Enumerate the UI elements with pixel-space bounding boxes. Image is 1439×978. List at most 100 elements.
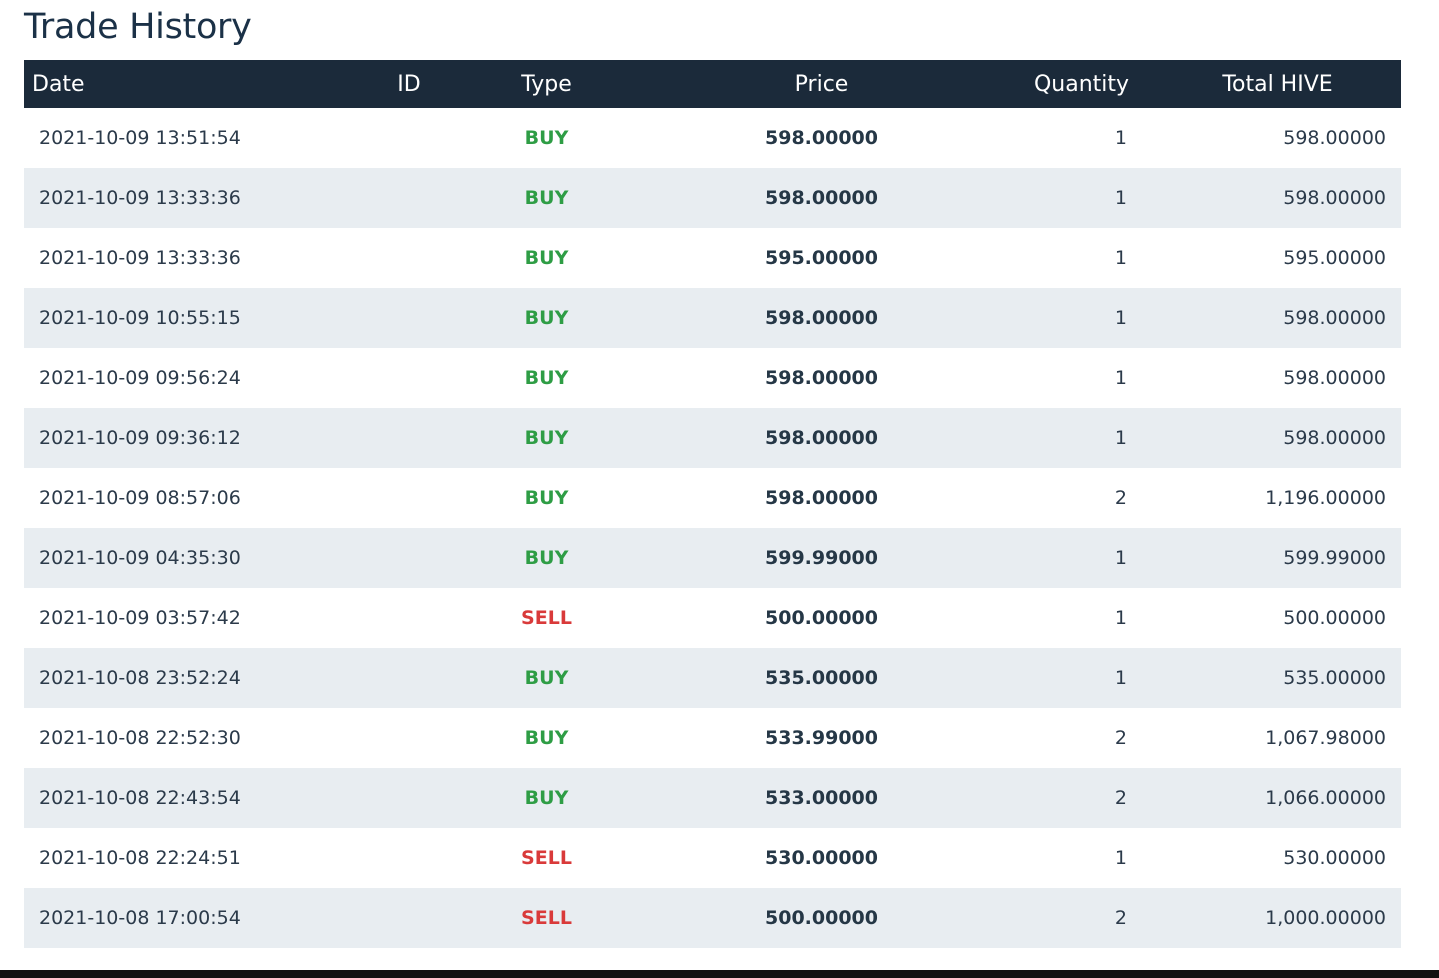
table-row: 2021-10-09 13:33:36 BUY 598.00000 1 598.0000… [24,168,1401,228]
cell-quantity: 1 [1114,367,1127,389]
cell-date: 2021-10-09 04:35:30 [39,547,241,569]
cell-date: 2021-10-09 10:55:15 [39,307,241,329]
cell-total-hive: 535.00000 [1283,667,1386,689]
column-header-id[interactable]: ID [397,71,421,97]
cell-type: BUY [524,727,569,749]
cell-id [359,168,459,228]
cell-quantity: 1 [1114,127,1127,149]
cell-date: 2021-10-08 22:52:30 [39,727,241,749]
cell-date: 2021-10-09 13:51:54 [39,127,241,149]
cell-id [359,228,459,288]
cell-quantity: 2 [1114,907,1127,929]
cell-quantity: 2 [1114,487,1127,509]
page-title: Trade History [24,7,252,47]
cell-price: 533.99000 [765,727,878,749]
table-header-row: Date ID Type Price Quantity Total HIVE [24,60,1401,108]
table-row: 2021-10-09 03:57:42 SELL 500.00000 1 500.000… [24,588,1401,648]
cell-total-hive: 1,000.00000 [1265,907,1386,929]
cell-id [359,288,459,348]
column-header-date[interactable]: Date [32,71,85,97]
trade-history-table-container: Date ID Type Price Quantity Total HIVE 2… [24,60,1401,948]
cell-type: BUY [524,427,569,449]
cell-quantity: 1 [1114,187,1127,209]
cell-type: SELL [521,607,572,629]
trade-history-table: Date ID Type Price Quantity Total HIVE 2… [24,60,1401,948]
cell-date: 2021-10-09 09:36:12 [39,427,241,449]
table-row: 2021-10-08 22:43:54 BUY 533.00000 2 1,066.00… [24,768,1401,828]
cell-id [359,588,459,648]
cell-quantity: 1 [1114,667,1127,689]
cell-total-hive: 598.00000 [1283,307,1386,329]
table-row: 2021-10-09 13:33:36 BUY 595.00000 1 595.0000… [24,228,1401,288]
cell-id [359,648,459,708]
cell-quantity: 1 [1114,607,1127,629]
table-body: 2021-10-09 13:51:54 BUY 598.00000 1 598.0000… [24,108,1401,948]
cell-price: 500.00000 [765,907,878,929]
column-header-type[interactable]: Type [521,71,572,97]
cell-type: BUY [524,367,569,389]
cell-id [359,468,459,528]
cell-id [359,708,459,768]
cell-price: 535.00000 [765,667,878,689]
column-header-total-hive[interactable]: Total HIVE [1222,71,1333,97]
cell-id [359,528,459,588]
cell-quantity: 1 [1114,847,1127,869]
cell-type: BUY [524,667,569,689]
cell-type: BUY [524,187,569,209]
cell-price: 598.00000 [765,427,878,449]
table-row: 2021-10-08 23:52:24 BUY 535.00000 1 535.0000… [24,648,1401,708]
cell-id [359,888,459,948]
cell-price: 598.00000 [765,187,878,209]
column-header-quantity[interactable]: Quantity [1033,71,1130,97]
cell-id [359,828,459,888]
cell-price: 598.00000 [765,307,878,329]
cell-quantity: 2 [1114,787,1127,809]
cell-date: 2021-10-08 22:43:54 [39,787,241,809]
cell-total-hive: 530.00000 [1283,847,1386,869]
table-row: 2021-10-09 10:55:15 BUY 598.00000 1 598.0000… [24,288,1401,348]
cell-type: BUY [524,247,569,269]
cell-id [359,768,459,828]
cell-price: 599.99000 [765,547,878,569]
cell-quantity: 1 [1114,247,1127,269]
cell-date: 2021-10-08 23:52:24 [39,667,241,689]
cell-type: SELL [521,847,572,869]
cell-type: BUY [524,547,569,569]
cell-date: 2021-10-09 13:33:36 [39,187,241,209]
cell-date: 2021-10-08 17:00:54 [39,907,241,929]
table-row: 2021-10-08 22:24:51 SELL 530.00000 1 530.000… [24,828,1401,888]
cell-price: 530.00000 [765,847,878,869]
cell-total-hive: 595.00000 [1283,247,1386,269]
cell-total-hive: 1,066.00000 [1265,787,1386,809]
cell-total-hive: 598.00000 [1283,127,1386,149]
cell-quantity: 1 [1114,547,1127,569]
cell-total-hive: 598.00000 [1283,187,1386,209]
cell-price: 598.00000 [765,367,878,389]
cell-type: BUY [524,307,569,329]
cell-total-hive: 598.00000 [1283,367,1386,389]
cell-price: 533.00000 [765,787,878,809]
cell-type: BUY [524,127,569,149]
cell-date: 2021-10-09 03:57:42 [39,607,241,629]
cell-date: 2021-10-08 22:24:51 [39,847,241,869]
table-header: Date ID Type Price Quantity Total HIVE [24,60,1401,108]
bottom-edge-bar [0,970,1439,978]
table-row: 2021-10-09 09:56:24 BUY 598.00000 1 598.0000… [24,348,1401,408]
cell-type: SELL [521,907,572,929]
cell-id [359,408,459,468]
cell-total-hive: 1,067.98000 [1265,727,1386,749]
cell-date: 2021-10-09 09:56:24 [39,367,241,389]
cell-price: 598.00000 [765,487,878,509]
cell-date: 2021-10-09 08:57:06 [39,487,241,509]
cell-total-hive: 599.99000 [1283,547,1386,569]
table-row: 2021-10-09 09:36:12 BUY 598.00000 1 598.0000… [24,408,1401,468]
column-header-price[interactable]: Price [794,71,849,97]
cell-total-hive: 500.00000 [1283,607,1386,629]
table-row: 2021-10-09 04:35:30 BUY 599.99000 1 599.9900… [24,528,1401,588]
cell-quantity: 2 [1114,727,1127,749]
table-row: 2021-10-09 08:57:06 BUY 598.00000 2 1,196.00… [24,468,1401,528]
cell-price: 500.00000 [765,607,878,629]
cell-price: 598.00000 [765,127,878,149]
table-row: 2021-10-08 22:52:30 BUY 533.99000 2 1,067.98… [24,708,1401,768]
cell-id [359,108,459,168]
